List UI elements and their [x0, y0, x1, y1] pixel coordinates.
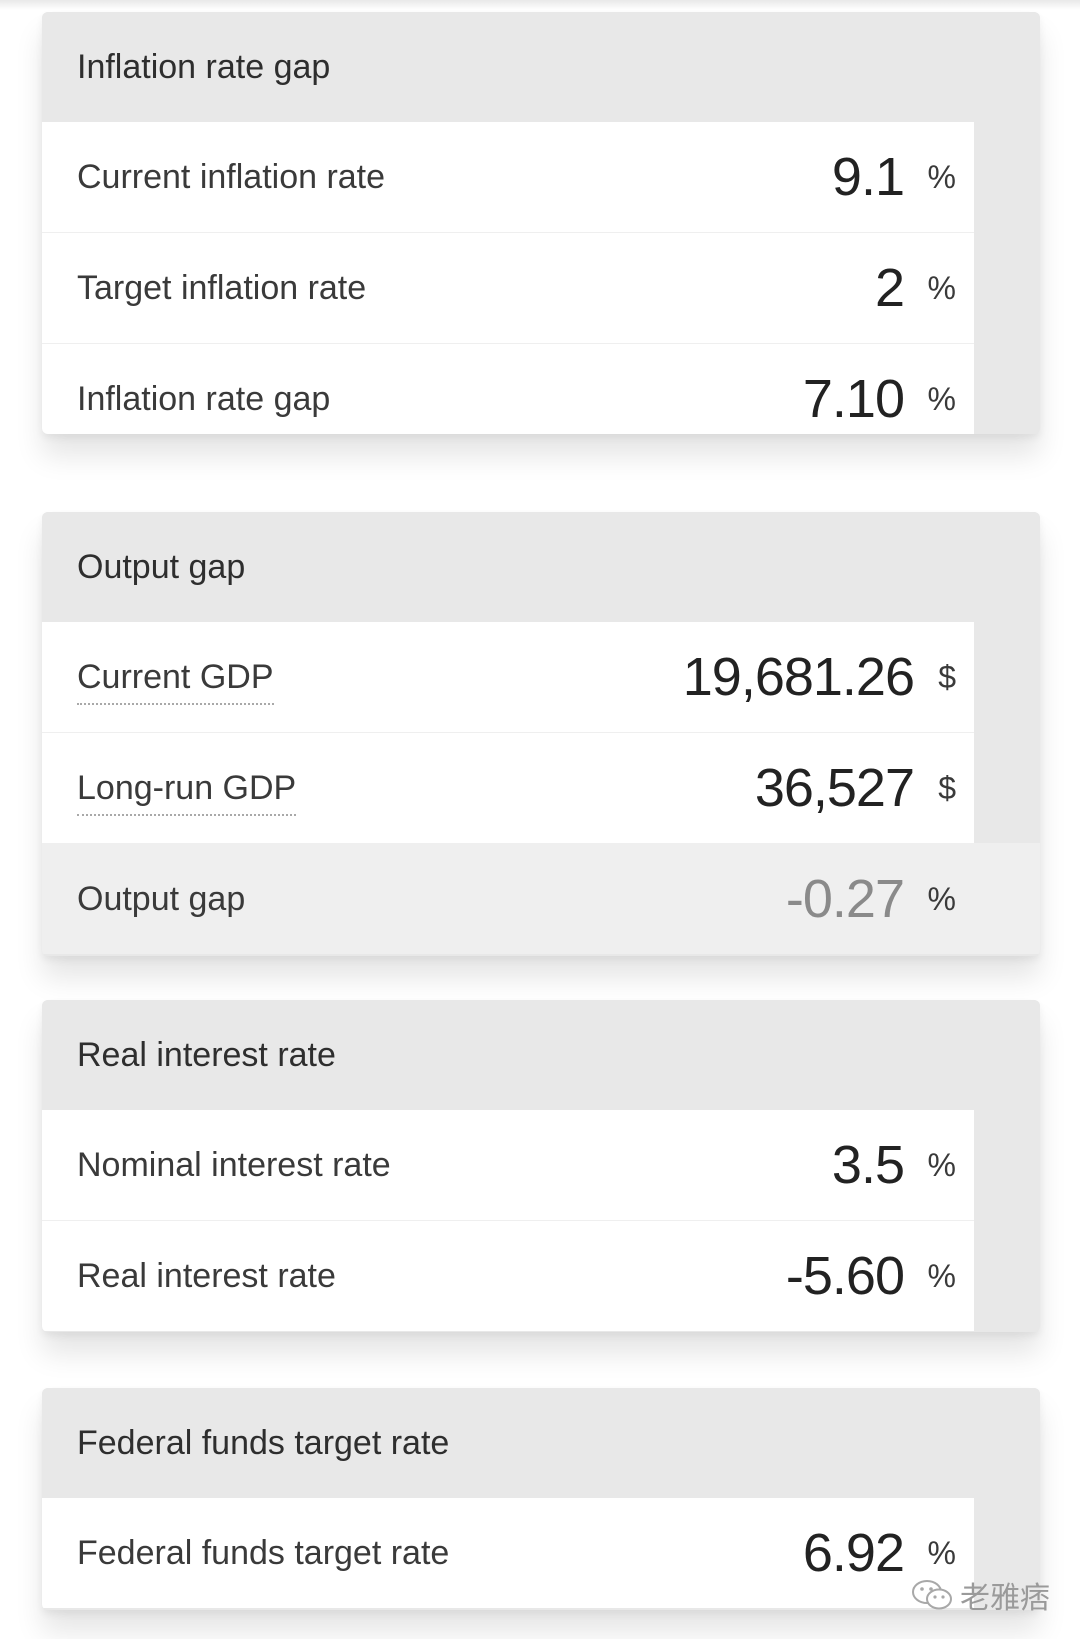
section-title: Federal funds target rate: [42, 1388, 1040, 1498]
target-inflation-rate-row[interactable]: Target inflation rate 2 %: [42, 232, 974, 343]
nominal-interest-rate-input[interactable]: 3.5: [831, 1135, 905, 1195]
current-gdp-input[interactable]: 19,681.26: [682, 647, 915, 707]
real-interest-rate-input[interactable]: -5.60: [785, 1246, 905, 1306]
long-run-gdp-input[interactable]: 36,527: [754, 758, 915, 818]
federal-funds-target-rate-row[interactable]: Federal funds target rate 6.92 %: [42, 1498, 974, 1608]
unit-label: %: [927, 880, 956, 917]
output-gap-card: Output gap Current GDP 19,681.26 $ Long-…: [42, 512, 1040, 956]
long-run-gdp-row[interactable]: Long-run GDP 36,527 $: [42, 732, 974, 843]
inflation-rate-gap-row[interactable]: Inflation rate gap 7.10 %: [42, 343, 974, 434]
row-label[interactable]: Long-run GDP: [77, 769, 297, 816]
section-title: Real interest rate: [42, 1000, 1040, 1110]
row-label: Output gap: [77, 879, 246, 918]
unit-label: $: [938, 658, 956, 695]
unit-label: %: [927, 1257, 956, 1294]
output-gap-row: Output gap -0.27 %: [42, 843, 1040, 954]
unit-label: %: [927, 1534, 956, 1571]
federal-funds-target-rate-input[interactable]: 6.92: [802, 1523, 905, 1583]
top-divider: [0, 0, 1080, 10]
row-label[interactable]: Current GDP: [77, 658, 274, 705]
row-label: Inflation rate gap: [77, 379, 331, 418]
section-title: Inflation rate gap: [42, 12, 1040, 122]
unit-label: %: [927, 269, 956, 306]
current-inflation-rate-row[interactable]: Current inflation rate 9.1 %: [42, 122, 974, 232]
federal-funds-target-rate-card: Federal funds target rate Federal funds …: [42, 1388, 1040, 1610]
watermark: 老雅痞: [910, 1573, 1050, 1617]
wechat-icon: [912, 1580, 952, 1610]
output-gap-result: -0.27: [785, 869, 905, 929]
real-interest-rate-card: Real interest rate Nominal interest rate…: [42, 1000, 1040, 1332]
row-label: Federal funds target rate: [77, 1533, 450, 1572]
row-label: Target inflation rate: [77, 268, 367, 307]
unit-label: %: [927, 1146, 956, 1183]
unit-label: %: [927, 158, 956, 195]
current-inflation-rate-input[interactable]: 9.1: [831, 147, 905, 207]
section-title: Output gap: [42, 512, 1040, 622]
watermark-text: 老雅痞: [960, 1582, 1050, 1615]
inflation-rate-gap-input[interactable]: 7.10: [802, 369, 905, 429]
nominal-interest-rate-row[interactable]: Nominal interest rate 3.5 %: [42, 1110, 974, 1220]
row-label: Real interest rate: [77, 1256, 336, 1295]
unit-label: $: [938, 769, 956, 806]
row-label: Nominal interest rate: [77, 1145, 391, 1184]
row-label: Current inflation rate: [77, 157, 386, 196]
inflation-rate-gap-card: Inflation rate gap Current inflation rat…: [42, 12, 1040, 434]
target-inflation-rate-input[interactable]: 2: [874, 258, 905, 318]
unit-label: %: [927, 380, 956, 417]
current-gdp-row[interactable]: Current GDP 19,681.26 $: [42, 622, 974, 732]
real-interest-rate-row[interactable]: Real interest rate -5.60 %: [42, 1220, 974, 1331]
